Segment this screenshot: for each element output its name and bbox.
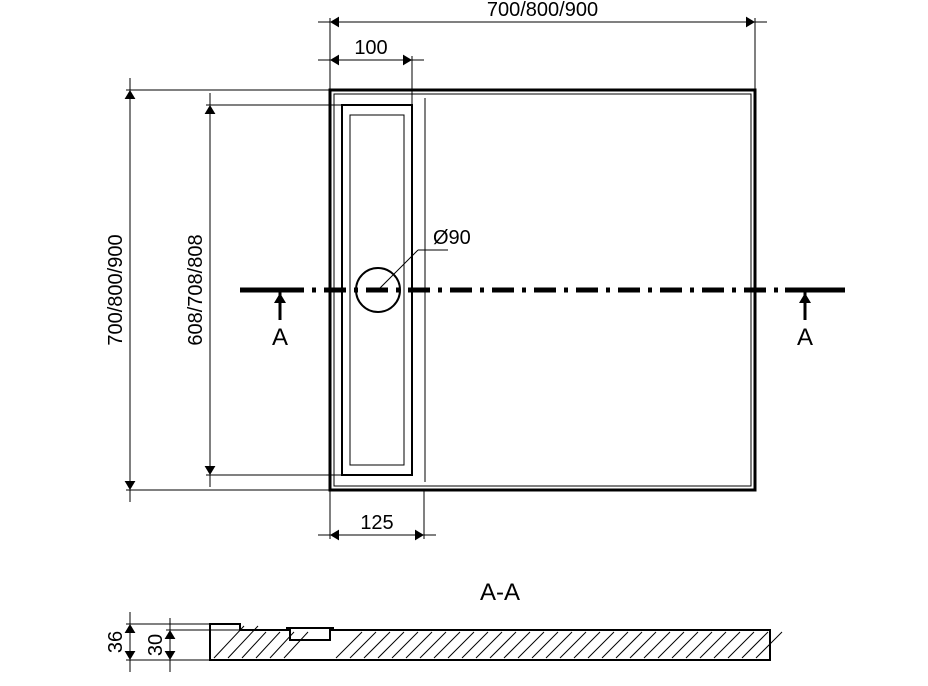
section-mark-a-left: A	[272, 324, 288, 351]
section-title: A-A	[480, 579, 520, 606]
technical-drawing: Ø90 A A 700/800/900 100 700/800/900 608/708/80…	[0, 0, 928, 686]
dim-label-30: 30	[145, 634, 167, 656]
dim-label-608: 608/708/808	[185, 234, 207, 345]
dim-label-height: 700/800/900	[105, 234, 127, 345]
dim-label-125: 125	[360, 512, 393, 534]
section-mark-a-right: A	[797, 324, 813, 351]
dim-label-width: 700/800/900	[487, 0, 598, 21]
dim-label-36: 36	[105, 631, 127, 653]
dim-label-drain-dia: Ø90	[433, 227, 471, 249]
dim-label-100: 100	[354, 37, 387, 59]
section-profile	[210, 624, 770, 660]
